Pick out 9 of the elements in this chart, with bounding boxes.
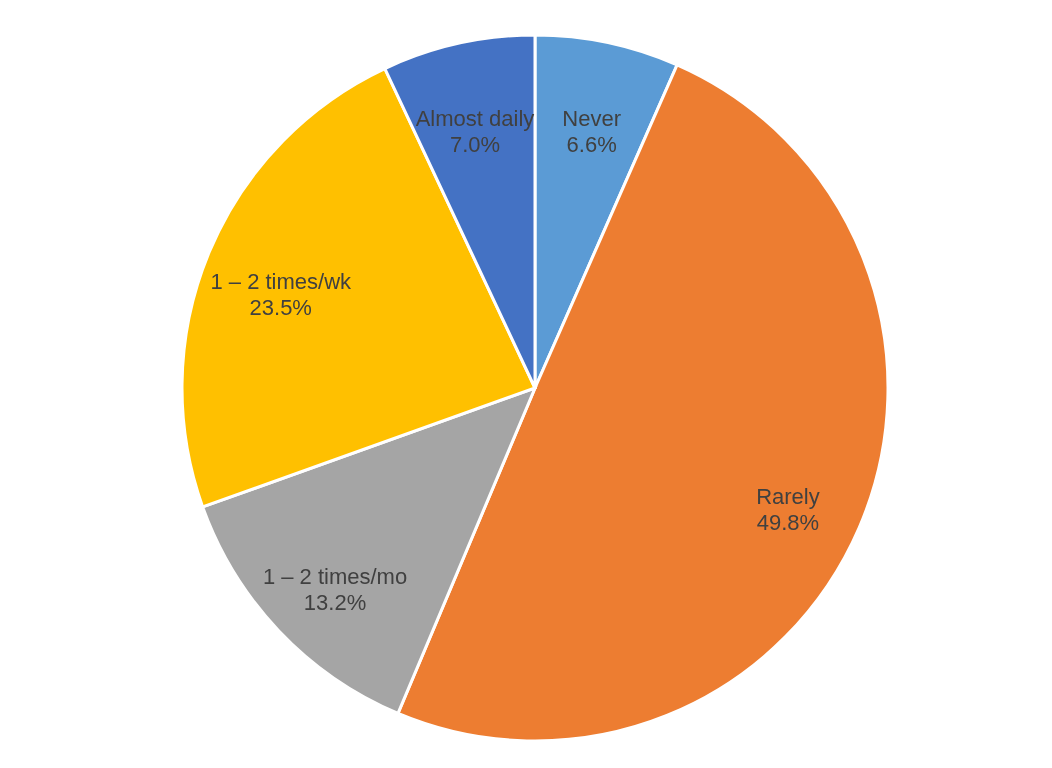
data-label: 13.2% xyxy=(303,590,367,616)
data-label: 6.6% xyxy=(566,131,617,157)
data-label: 49.8% xyxy=(756,509,820,535)
slice-label: 1 – 2 times/wk xyxy=(210,269,353,295)
data-label: 23.5% xyxy=(249,295,312,321)
slice-label: 1 – 2 times/mo xyxy=(262,564,408,590)
data-label: 7.0% xyxy=(449,132,501,158)
slice-label: Never xyxy=(562,105,621,131)
slice-label: Rarely xyxy=(756,483,820,509)
